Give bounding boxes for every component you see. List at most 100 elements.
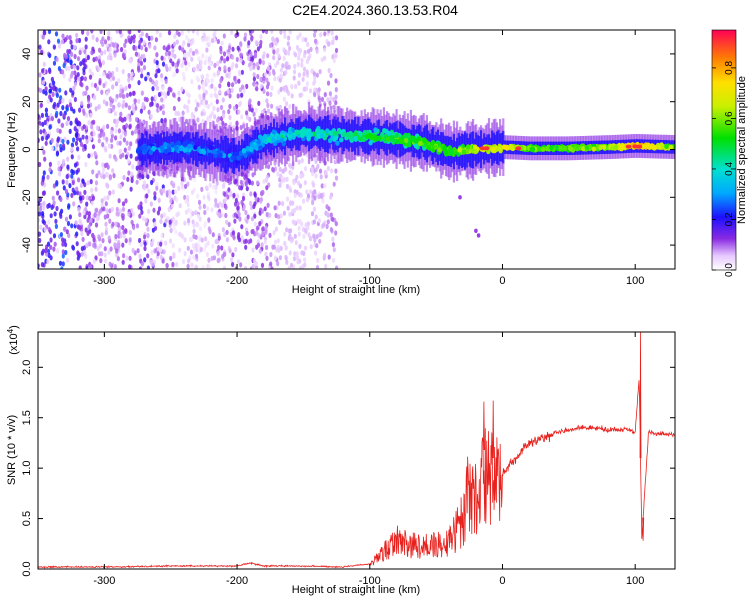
noise-mark	[315, 48, 319, 54]
noise-mark	[241, 195, 246, 202]
noise-mark	[84, 161, 88, 168]
noise-mark	[70, 223, 74, 229]
noise-mark	[187, 61, 191, 67]
noise-mark	[49, 255, 53, 261]
noise-mark	[187, 99, 191, 105]
noise-mark	[160, 232, 164, 238]
noise-mark	[246, 214, 250, 220]
noise-mark	[300, 57, 304, 64]
colorbar-tick-label: 0.8	[724, 61, 735, 75]
noise-mark	[313, 195, 317, 201]
noise-mark	[59, 95, 63, 101]
noise-mark	[105, 90, 109, 96]
noise-mark	[102, 131, 106, 137]
noise-mark	[327, 67, 331, 74]
noise-mark	[231, 46, 235, 52]
noise-mark	[172, 41, 177, 47]
noise-mark	[55, 142, 59, 148]
noise-mark	[318, 238, 322, 244]
noise-mark	[127, 170, 131, 176]
noise-mark	[82, 60, 86, 66]
noise-mark	[282, 210, 286, 216]
noise-mark	[92, 258, 96, 265]
noise-mark	[235, 121, 239, 127]
noise-mark	[145, 193, 149, 199]
noise-mark	[276, 238, 280, 244]
noise-mark	[286, 41, 290, 47]
noise-mark	[92, 119, 96, 125]
noise-mark	[229, 30, 234, 35]
noise-mark	[244, 244, 248, 250]
noise-mark	[164, 51, 168, 57]
noise-mark	[143, 241, 147, 247]
noise-mark	[188, 52, 192, 58]
noise-mark	[266, 66, 270, 72]
signal-core-mark	[258, 145, 263, 151]
signal-core-mark	[187, 143, 192, 149]
noise-mark	[75, 231, 79, 237]
signal-core-mark	[348, 135, 353, 141]
noise-mark	[111, 168, 115, 174]
noise-mark	[116, 211, 120, 217]
noise-mark	[192, 254, 196, 260]
noise-mark	[132, 108, 136, 114]
noise-mark	[222, 183, 226, 189]
noise-mark	[229, 190, 233, 196]
noise-mark	[305, 189, 309, 195]
noise-mark	[95, 160, 99, 166]
noise-mark	[70, 51, 74, 58]
noise-mark	[94, 106, 98, 112]
noise-mark	[91, 34, 95, 40]
noise-mark	[123, 116, 127, 122]
noise-mark	[104, 201, 108, 207]
signal-core-mark	[328, 130, 333, 136]
noise-mark	[95, 216, 99, 222]
noise-mark	[52, 60, 57, 66]
noise-mark	[225, 72, 229, 78]
signal-core-mark	[584, 145, 589, 151]
signal-core-mark	[668, 144, 673, 150]
noise-mark	[39, 102, 44, 108]
noise-mark	[41, 218, 45, 224]
noise-mark	[183, 104, 187, 110]
noise-mark	[68, 183, 72, 189]
noise-mark	[80, 231, 84, 237]
noise-mark	[245, 186, 249, 192]
noise-mark	[278, 77, 282, 83]
noise-mark	[81, 195, 85, 201]
noise-mark	[146, 226, 150, 232]
noise-mark	[60, 122, 65, 128]
noise-mark	[190, 189, 195, 195]
noise-mark	[89, 135, 93, 141]
noise-mark	[257, 100, 261, 106]
noise-mark	[147, 109, 151, 115]
noise-mark	[85, 242, 89, 249]
noise-mark	[203, 32, 207, 38]
spectrogram-x-tick-label: 0	[499, 275, 505, 287]
noise-mark	[296, 61, 300, 67]
noise-mark	[155, 181, 159, 187]
noise-mark	[217, 257, 221, 263]
noise-mark	[55, 150, 60, 156]
noise-mark	[180, 30, 184, 36]
noise-mark	[42, 89, 46, 95]
noise-mark	[196, 193, 200, 199]
noise-mark	[243, 32, 248, 38]
noise-mark	[259, 76, 263, 82]
noise-mark	[312, 219, 316, 225]
signal-core-mark	[567, 145, 573, 151]
noise-mark	[236, 205, 240, 211]
noise-mark	[69, 120, 73, 126]
signal-core-mark	[299, 129, 305, 135]
noise-mark	[314, 214, 318, 220]
noise-mark	[167, 86, 172, 92]
noise-mark	[83, 76, 87, 82]
noise-mark	[161, 61, 166, 67]
noise-mark	[287, 90, 291, 96]
noise-mark	[116, 222, 121, 228]
signal-core-mark	[457, 147, 462, 153]
noise-mark	[222, 251, 226, 258]
noise-mark	[309, 46, 313, 53]
noise-mark	[254, 40, 259, 46]
noise-mark	[260, 242, 264, 248]
